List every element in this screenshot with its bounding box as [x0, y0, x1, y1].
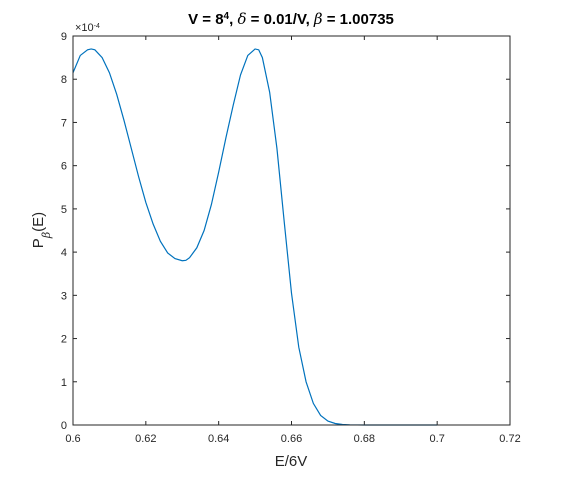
y-tick-label: 3: [61, 290, 67, 302]
series-line: [72, 48, 438, 426]
title-beta: β: [313, 10, 323, 28]
plot-background: [73, 36, 510, 425]
y-label-suffix: (E): [30, 212, 47, 232]
x-tick-label: 0.68: [354, 433, 375, 445]
y-tick-label: 1: [61, 377, 67, 389]
y-tick-label: 8: [61, 74, 67, 86]
x-tick-label: 0.72: [499, 433, 520, 445]
y-tick-label: 9: [61, 31, 67, 43]
y-axis-multiplier: ×10-4: [75, 22, 100, 34]
y-label-main: P: [30, 238, 47, 248]
x-tick-label: 0.66: [281, 433, 302, 445]
y-tick-label: 5: [61, 204, 67, 216]
title-rest-2: = 0.01/V,: [246, 11, 313, 28]
y-multiplier-exponent: -4: [94, 23, 100, 30]
y-tick-label: 4: [61, 247, 67, 259]
y-multiplier-base: ×10: [75, 22, 94, 34]
x-tick-label: 0.7: [430, 433, 445, 445]
y-axis-label: Pβ(E): [30, 212, 53, 248]
title-rest-1: ,: [229, 11, 237, 28]
axes-box: [72, 35, 511, 426]
chart-title: V = 84, δ = 0.01/V, β = 1.00735: [188, 10, 394, 28]
title-prefix: V = 8: [188, 11, 223, 28]
x-tick-label: 0.64: [208, 433, 229, 445]
x-axis-label: E/6V: [275, 453, 308, 470]
x-tick-label: 0.62: [135, 433, 156, 445]
x-tick-label: 0.6: [65, 433, 80, 445]
y-tick-label: 6: [61, 161, 67, 173]
y-tick-label: 2: [61, 334, 67, 346]
y-tick-label: 7: [61, 117, 67, 129]
y-label-subscript: β: [40, 232, 53, 239]
title-delta: δ: [237, 10, 246, 28]
title-rest-3: = 1.00735: [323, 11, 394, 28]
title-exponent: 4: [224, 11, 230, 22]
y-tick-label: 0: [61, 420, 67, 432]
